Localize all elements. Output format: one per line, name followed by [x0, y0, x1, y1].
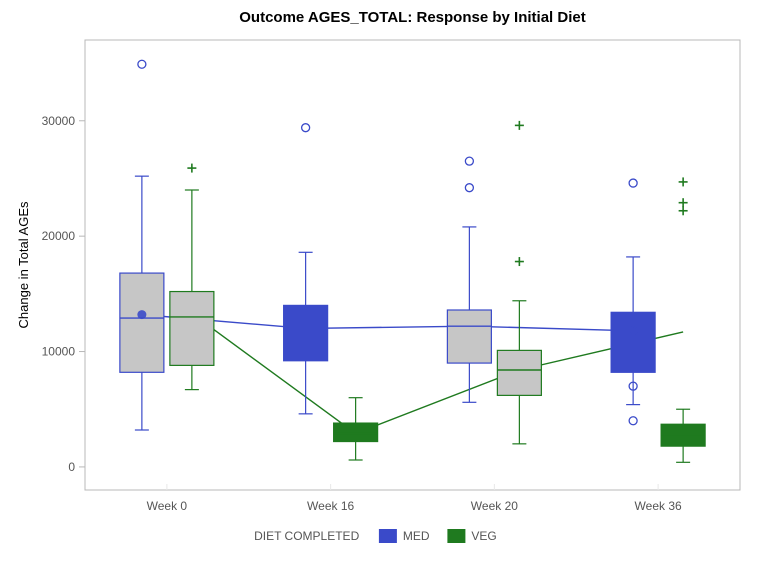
outlier-circle — [629, 179, 637, 187]
box-veg-cat0 — [170, 190, 214, 390]
outlier-circle — [302, 124, 310, 132]
legend: DIET COMPLETED MED VEG — [254, 529, 497, 543]
box-veg-cat2 — [497, 301, 541, 444]
chart-title: Outcome AGES_TOTAL: Response by Initial … — [239, 9, 585, 26]
boxplot-chart: Outcome AGES_TOTAL: Response by Initial … — [0, 0, 770, 567]
y-tick-label: 10000 — [42, 345, 76, 359]
outlier-circle — [629, 417, 637, 425]
legend-swatch-veg — [447, 529, 465, 543]
x-tick-label: Week 36 — [635, 499, 682, 513]
legend-title: DIET COMPLETED — [254, 529, 359, 543]
outlier-circle — [138, 60, 146, 68]
x-tick-label: Week 16 — [307, 499, 354, 513]
y-tick-label: 30000 — [42, 114, 76, 128]
box-med-cat1 — [284, 252, 328, 414]
trend-line-veg — [192, 313, 683, 433]
legend-swatch-med — [379, 529, 397, 543]
x-tick-label: Week 20 — [471, 499, 518, 513]
box-veg-cat1 — [334, 398, 378, 460]
plot-panel — [85, 40, 740, 490]
y-tick-label: 0 — [68, 460, 75, 474]
legend-label-veg: VEG — [471, 529, 496, 543]
legend-label-med: MED — [403, 529, 430, 543]
mean-marker — [137, 310, 146, 319]
outlier-circle — [465, 184, 473, 192]
x-tick-label: Week 0 — [147, 499, 188, 513]
trend-line-med — [142, 315, 633, 331]
y-axis-label: Change in Total AGEs — [16, 201, 31, 328]
box-veg-cat3 — [661, 409, 705, 462]
box-med-cat0 — [120, 176, 164, 430]
y-tick-label: 20000 — [42, 229, 76, 243]
box-med-cat2 — [447, 227, 491, 402]
outlier-circle — [465, 157, 473, 165]
